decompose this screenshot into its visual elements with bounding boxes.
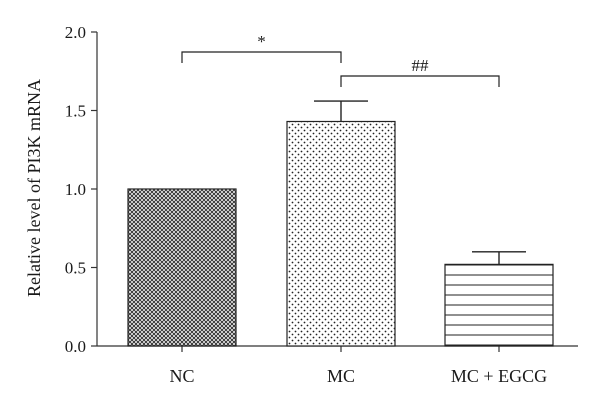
bar-mc-egcg	[444, 263, 554, 347]
y-tick-label: 1.0	[65, 180, 86, 199]
x-axis: NC MC MC + EGCG	[97, 345, 578, 386]
significance-group: * ##	[181, 32, 500, 87]
significance-bracket	[181, 51, 342, 63]
y-axis-label: Relative level of PI3K mRNA	[24, 79, 44, 297]
significance-label: ##	[412, 56, 430, 75]
y-axis: 0.0 0.5 1.0 1.5 2.0	[65, 23, 98, 356]
y-tick-label: 2.0	[65, 23, 86, 42]
x-tick-label: MC	[327, 366, 355, 386]
significance-label: *	[257, 32, 266, 51]
bar-nc	[127, 188, 237, 347]
y-tick-label: 0.0	[65, 337, 86, 356]
bar-mc	[286, 120, 396, 347]
bars-group	[127, 120, 554, 347]
error-bars-group	[314, 100, 526, 265]
x-tick-label: MC + EGCG	[451, 366, 547, 386]
significance-bracket	[340, 75, 500, 87]
x-tick-label: NC	[169, 366, 194, 386]
y-tick-label: 0.5	[65, 259, 86, 278]
y-tick-label: 1.5	[65, 102, 86, 121]
